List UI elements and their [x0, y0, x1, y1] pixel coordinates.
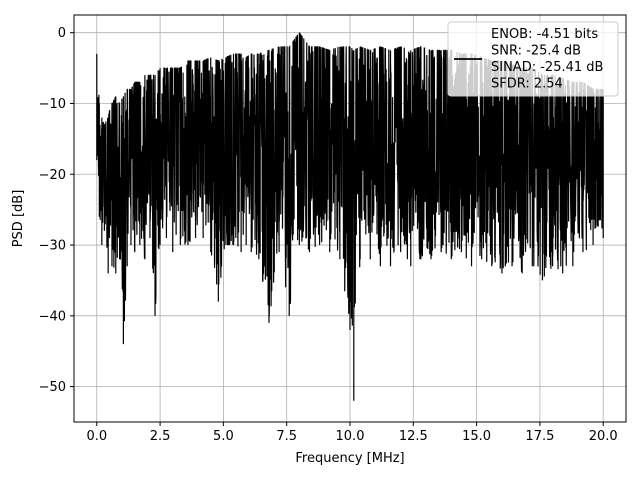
y-axis-ticks: 0 −10 −20 −30 −40 −50	[39, 26, 74, 395]
x-tick-label: 12.5	[399, 429, 428, 444]
x-tick-label: 17.5	[525, 429, 554, 444]
x-tick-label: 0.0	[86, 429, 107, 444]
y-tick-label: −30	[39, 239, 66, 254]
x-tick-label: 15.0	[462, 429, 491, 444]
y-tick-label: −50	[39, 380, 66, 395]
y-axis-label: PSD [dB]	[11, 190, 26, 248]
x-tick-label: 5.0	[213, 429, 234, 444]
legend-entry-enob: ENOB: -4.51 bits	[491, 27, 598, 42]
legend: ENOB: -4.51 bits SNR: -25.4 dB SINAD: -2…	[447, 21, 619, 97]
y-tick-label: −20	[39, 168, 66, 183]
x-tick-label: 10.0	[336, 429, 365, 444]
legend-entry-snr: SNR: -25.4 dB	[491, 44, 581, 59]
y-tick-label: −10	[39, 97, 66, 112]
x-tick-label: 7.5	[276, 429, 297, 444]
legend-entry-sfdr: SFDR: 2.54	[491, 77, 563, 92]
psd-line	[96, 32, 604, 401]
x-axis-ticks: 0.0 2.5 5.0 7.5 10.0 12.5 15.0 17.5 20.0	[86, 422, 618, 444]
x-tick-label: 20.0	[589, 429, 618, 444]
y-tick-label: −40	[39, 309, 66, 324]
legend-entry-sinad: SINAD: -25.41 dB	[491, 60, 603, 75]
x-tick-label: 2.5	[150, 429, 171, 444]
y-tick-label: 0	[58, 26, 66, 41]
x-axis-label: Frequency [MHz]	[295, 451, 404, 466]
legend-box	[447, 21, 619, 97]
psd-series	[96, 32, 604, 401]
